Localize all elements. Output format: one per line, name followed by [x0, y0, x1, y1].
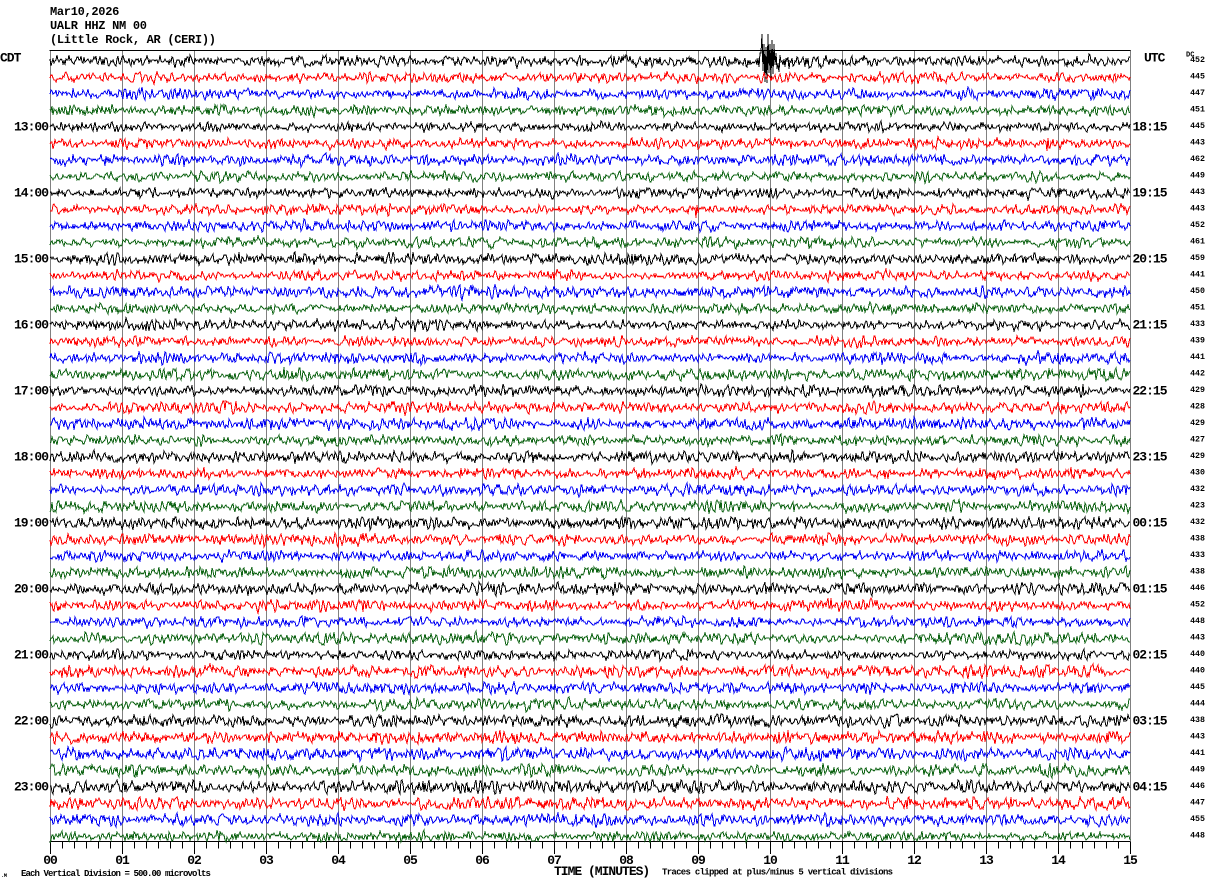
svg-text:438: 438	[1190, 535, 1205, 544]
svg-text:00: 00	[43, 853, 58, 868]
svg-text:10: 10	[763, 853, 778, 868]
svg-text:433: 433	[1190, 551, 1205, 560]
svg-text:02:15: 02:15	[1133, 648, 1168, 663]
svg-text:442: 442	[1190, 370, 1205, 379]
svg-text:(Little Rock, AR (CERI)): (Little Rock, AR (CERI))	[50, 33, 216, 47]
svg-text:443: 443	[1190, 634, 1205, 643]
svg-text:12: 12	[907, 853, 922, 868]
svg-text:17:00: 17:00	[14, 384, 49, 399]
svg-text:05: 05	[403, 853, 418, 868]
svg-text:452: 452	[1190, 221, 1205, 230]
svg-text:439: 439	[1190, 337, 1205, 346]
svg-text:429: 429	[1190, 419, 1205, 428]
svg-text:423: 423	[1190, 502, 1205, 511]
svg-text:11: 11	[835, 853, 850, 868]
svg-text:09: 09	[691, 853, 706, 868]
svg-text:451: 451	[1190, 304, 1205, 313]
svg-text:15:00: 15:00	[14, 252, 49, 267]
svg-text:449: 449	[1190, 172, 1205, 181]
svg-text:432: 432	[1190, 518, 1205, 527]
svg-text:13: 13	[979, 853, 994, 868]
svg-text:446: 446	[1190, 584, 1205, 593]
svg-text:459: 459	[1190, 254, 1205, 263]
svg-text:445: 445	[1190, 73, 1205, 82]
svg-text:428: 428	[1190, 403, 1205, 412]
svg-text:443: 443	[1190, 139, 1205, 148]
svg-text:21:00: 21:00	[14, 648, 49, 663]
svg-text:03:15: 03:15	[1133, 714, 1168, 729]
svg-text:.M: .M	[1, 872, 8, 879]
svg-text:19:15: 19:15	[1133, 186, 1168, 201]
svg-text:Traces clipped at plus/minus 5: Traces clipped at plus/minus 5 vertical …	[662, 868, 893, 878]
svg-text:462: 462	[1190, 155, 1205, 164]
svg-text:04: 04	[331, 853, 346, 868]
svg-text:20:00: 20:00	[14, 582, 49, 597]
svg-text:Mar10,2026: Mar10,2026	[50, 5, 119, 19]
svg-text:UALR HHZ NM 00: UALR HHZ NM 00	[50, 19, 147, 33]
svg-text:451: 451	[1190, 106, 1205, 115]
svg-text:441: 441	[1190, 749, 1205, 758]
svg-text:01: 01	[115, 853, 130, 868]
svg-text:443: 443	[1190, 188, 1205, 197]
svg-text:444: 444	[1190, 700, 1205, 709]
svg-text:03: 03	[259, 853, 274, 868]
svg-text:07: 07	[547, 853, 561, 868]
svg-text:15: 15	[1123, 853, 1138, 868]
svg-text:08: 08	[619, 853, 634, 868]
svg-text:22:15: 22:15	[1133, 384, 1168, 399]
svg-text:18:00: 18:00	[14, 450, 49, 465]
svg-text:21:15: 21:15	[1133, 318, 1168, 333]
svg-text:461: 461	[1190, 238, 1205, 247]
svg-text:445: 445	[1190, 683, 1205, 692]
svg-text:440: 440	[1190, 650, 1205, 659]
svg-text:18:15: 18:15	[1133, 120, 1168, 135]
svg-text:429: 429	[1190, 386, 1205, 395]
svg-text:438: 438	[1190, 568, 1205, 577]
svg-text:448: 448	[1190, 617, 1205, 626]
svg-text:04:15: 04:15	[1133, 780, 1168, 795]
svg-text:452: 452	[1190, 601, 1205, 610]
svg-text:443: 443	[1190, 733, 1205, 742]
svg-text:DC: DC	[1186, 52, 1194, 60]
svg-text:440: 440	[1190, 667, 1205, 676]
svg-text:Each Vertical Division = 500.: Each Vertical Division = 500.00 microvol…	[21, 869, 211, 879]
svg-text:16:00: 16:00	[14, 318, 49, 333]
svg-text:430: 430	[1190, 469, 1205, 478]
svg-text:447: 447	[1190, 89, 1205, 98]
svg-text:19:00: 19:00	[14, 516, 49, 531]
svg-text:446: 446	[1190, 782, 1205, 791]
svg-text:445: 445	[1190, 122, 1205, 131]
svg-text:432: 432	[1190, 485, 1205, 494]
svg-text:452: 452	[1190, 56, 1205, 65]
svg-text:450: 450	[1190, 287, 1205, 296]
svg-text:441: 441	[1190, 271, 1205, 280]
svg-text:14: 14	[1051, 853, 1066, 868]
svg-text:443: 443	[1190, 205, 1205, 214]
svg-text:01:15: 01:15	[1133, 582, 1168, 597]
svg-text:23:15: 23:15	[1133, 450, 1168, 465]
svg-text:14:00: 14:00	[14, 186, 49, 201]
svg-text:00:15: 00:15	[1133, 516, 1168, 531]
svg-text:438: 438	[1190, 716, 1205, 725]
svg-text:455: 455	[1190, 815, 1205, 824]
svg-text:429: 429	[1190, 452, 1205, 461]
svg-text:02: 02	[187, 853, 202, 868]
svg-text:448: 448	[1190, 832, 1205, 841]
svg-text:CDT: CDT	[0, 51, 22, 66]
svg-text:22:00: 22:00	[14, 714, 49, 729]
svg-text:447: 447	[1190, 799, 1205, 808]
svg-text:UTC: UTC	[1144, 51, 1166, 66]
svg-text:449: 449	[1190, 766, 1205, 775]
svg-text:23:00: 23:00	[14, 780, 49, 795]
svg-text:20:15: 20:15	[1133, 252, 1168, 267]
svg-text:13:00: 13:00	[14, 120, 49, 135]
svg-text:06: 06	[475, 853, 490, 868]
svg-text:427: 427	[1190, 436, 1205, 445]
svg-text:441: 441	[1190, 353, 1205, 362]
svg-text:TIME (MINUTES): TIME (MINUTES)	[554, 864, 649, 879]
svg-text:433: 433	[1190, 320, 1205, 329]
